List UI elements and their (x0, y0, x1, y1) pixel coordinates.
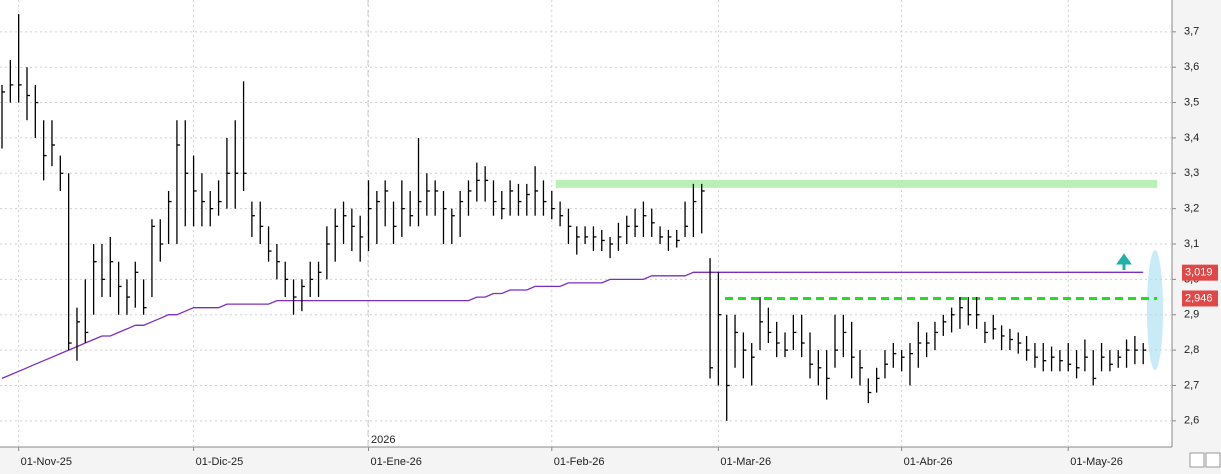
y-tick-label: 2,6 (1184, 415, 1199, 427)
x-tick-label: 01-Abr-26 (904, 456, 953, 468)
y-tick-label: 3,1 (1184, 238, 1199, 250)
price-label: 2,946 (1185, 292, 1213, 304)
scroll-button[interactable] (1189, 452, 1205, 468)
x-tick-label: 01-Mar-26 (720, 456, 771, 468)
x-tick-label: 01-Dic-25 (196, 456, 244, 468)
highlight-ellipse (1147, 250, 1163, 370)
y-axis-panel (1172, 0, 1221, 474)
year-label: 2026 (371, 434, 395, 446)
price-label-box (1182, 264, 1218, 281)
price-label-box (1182, 290, 1218, 307)
moving-average-line (1, 271, 1144, 379)
y-tick-label: 2,7 (1184, 379, 1199, 391)
x-axis-panel (0, 447, 1221, 474)
y-tick-label: 3,3 (1184, 167, 1199, 179)
y-tick-label: 3,7 (1184, 26, 1199, 38)
x-tick-label: 01-May-26 (1070, 456, 1123, 468)
x-tick-label: 01-Nov-25 (21, 456, 72, 468)
zoom-button[interactable] (1205, 452, 1221, 468)
y-tick-label: 2,9 (1184, 309, 1199, 321)
price-label: 3,019 (1185, 267, 1213, 279)
y-tick-label: 3,6 (1184, 61, 1199, 73)
x-tick-label: 01-Ene-26 (371, 456, 422, 468)
y-tick-label: 3,4 (1184, 132, 1199, 144)
y-tick-label: 3,5 (1184, 96, 1199, 108)
up-arrow (1116, 253, 1132, 270)
x-tick-label: 01-Feb-26 (554, 456, 605, 468)
y-tick-label: 2,8 (1184, 344, 1199, 356)
y-tick-label: 3,2 (1184, 203, 1199, 215)
